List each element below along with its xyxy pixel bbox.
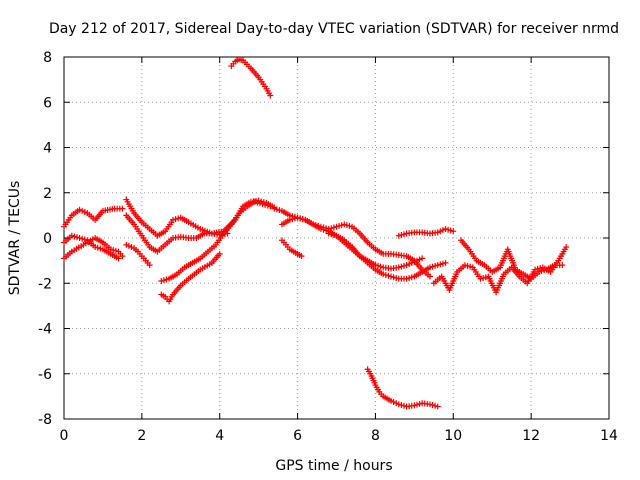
- x-tick-label: 0: [60, 428, 69, 444]
- data-point: [146, 262, 153, 269]
- series-arc-j: [271, 205, 426, 272]
- data-point: [119, 253, 126, 260]
- x-tick-label: 14: [600, 428, 618, 444]
- series-arc-q: [458, 237, 566, 282]
- series-arc-l: [325, 230, 449, 282]
- data-point: [267, 92, 274, 99]
- x-tick-label: 6: [293, 428, 302, 444]
- series-arc-h: [158, 250, 223, 305]
- x-axis-label: GPS time / hours: [275, 458, 392, 474]
- data-point: [298, 253, 305, 260]
- series-arc-c: [61, 235, 126, 262]
- data-point: [419, 255, 426, 262]
- series-arc-g: [158, 198, 274, 284]
- series-arc-m: [279, 237, 305, 260]
- data-point: [216, 250, 223, 257]
- data-point: [450, 228, 457, 235]
- data-point: [442, 259, 449, 266]
- series-arc-n: [364, 366, 441, 410]
- series-arc-e: [123, 212, 231, 255]
- y-tick-label: -2: [38, 276, 52, 292]
- y-tick-labels: -8 -6 -4 -2 0 2 4 6 8: [38, 50, 52, 428]
- y-tick-label: -4: [38, 322, 52, 338]
- data-point: [434, 403, 441, 410]
- data-point: [426, 273, 433, 280]
- data-point: [115, 255, 122, 262]
- series-arc-k: [279, 214, 433, 280]
- data-point: [119, 205, 126, 212]
- y-tick-label: -8: [38, 412, 52, 428]
- x-tick-labels: 0 2 4 6 8 10 12 14: [60, 428, 618, 444]
- y-tick-label: 0: [43, 231, 52, 247]
- y-axis-label: SDTVAR / TECUs: [7, 181, 23, 296]
- y-tick-label: 6: [43, 95, 52, 111]
- axis-ticks: [63, 56, 610, 420]
- y-tick-label: 2: [43, 186, 52, 202]
- series-arc-b: [61, 232, 122, 262]
- x-tick-label: 10: [444, 428, 462, 444]
- y-tick-label: 8: [43, 50, 52, 66]
- y-tick-label: -6: [38, 367, 52, 383]
- data-points: [61, 56, 570, 410]
- series-arc-i: [228, 56, 274, 99]
- series-arc-o: [395, 225, 457, 239]
- x-tick-label: 8: [371, 428, 380, 444]
- x-tick-label: 12: [522, 428, 540, 444]
- chart-title: Day 212 of 2017, Sidereal Day-to-day VTE…: [49, 21, 619, 37]
- series-arc-f: [123, 241, 153, 269]
- series-arc-a: [61, 205, 126, 230]
- data-point: [267, 203, 274, 210]
- x-tick-label: 4: [215, 428, 224, 444]
- x-tick-label: 2: [137, 428, 146, 444]
- data-point: [559, 262, 566, 269]
- y-tick-label: 4: [43, 141, 52, 157]
- data-point: [563, 244, 570, 251]
